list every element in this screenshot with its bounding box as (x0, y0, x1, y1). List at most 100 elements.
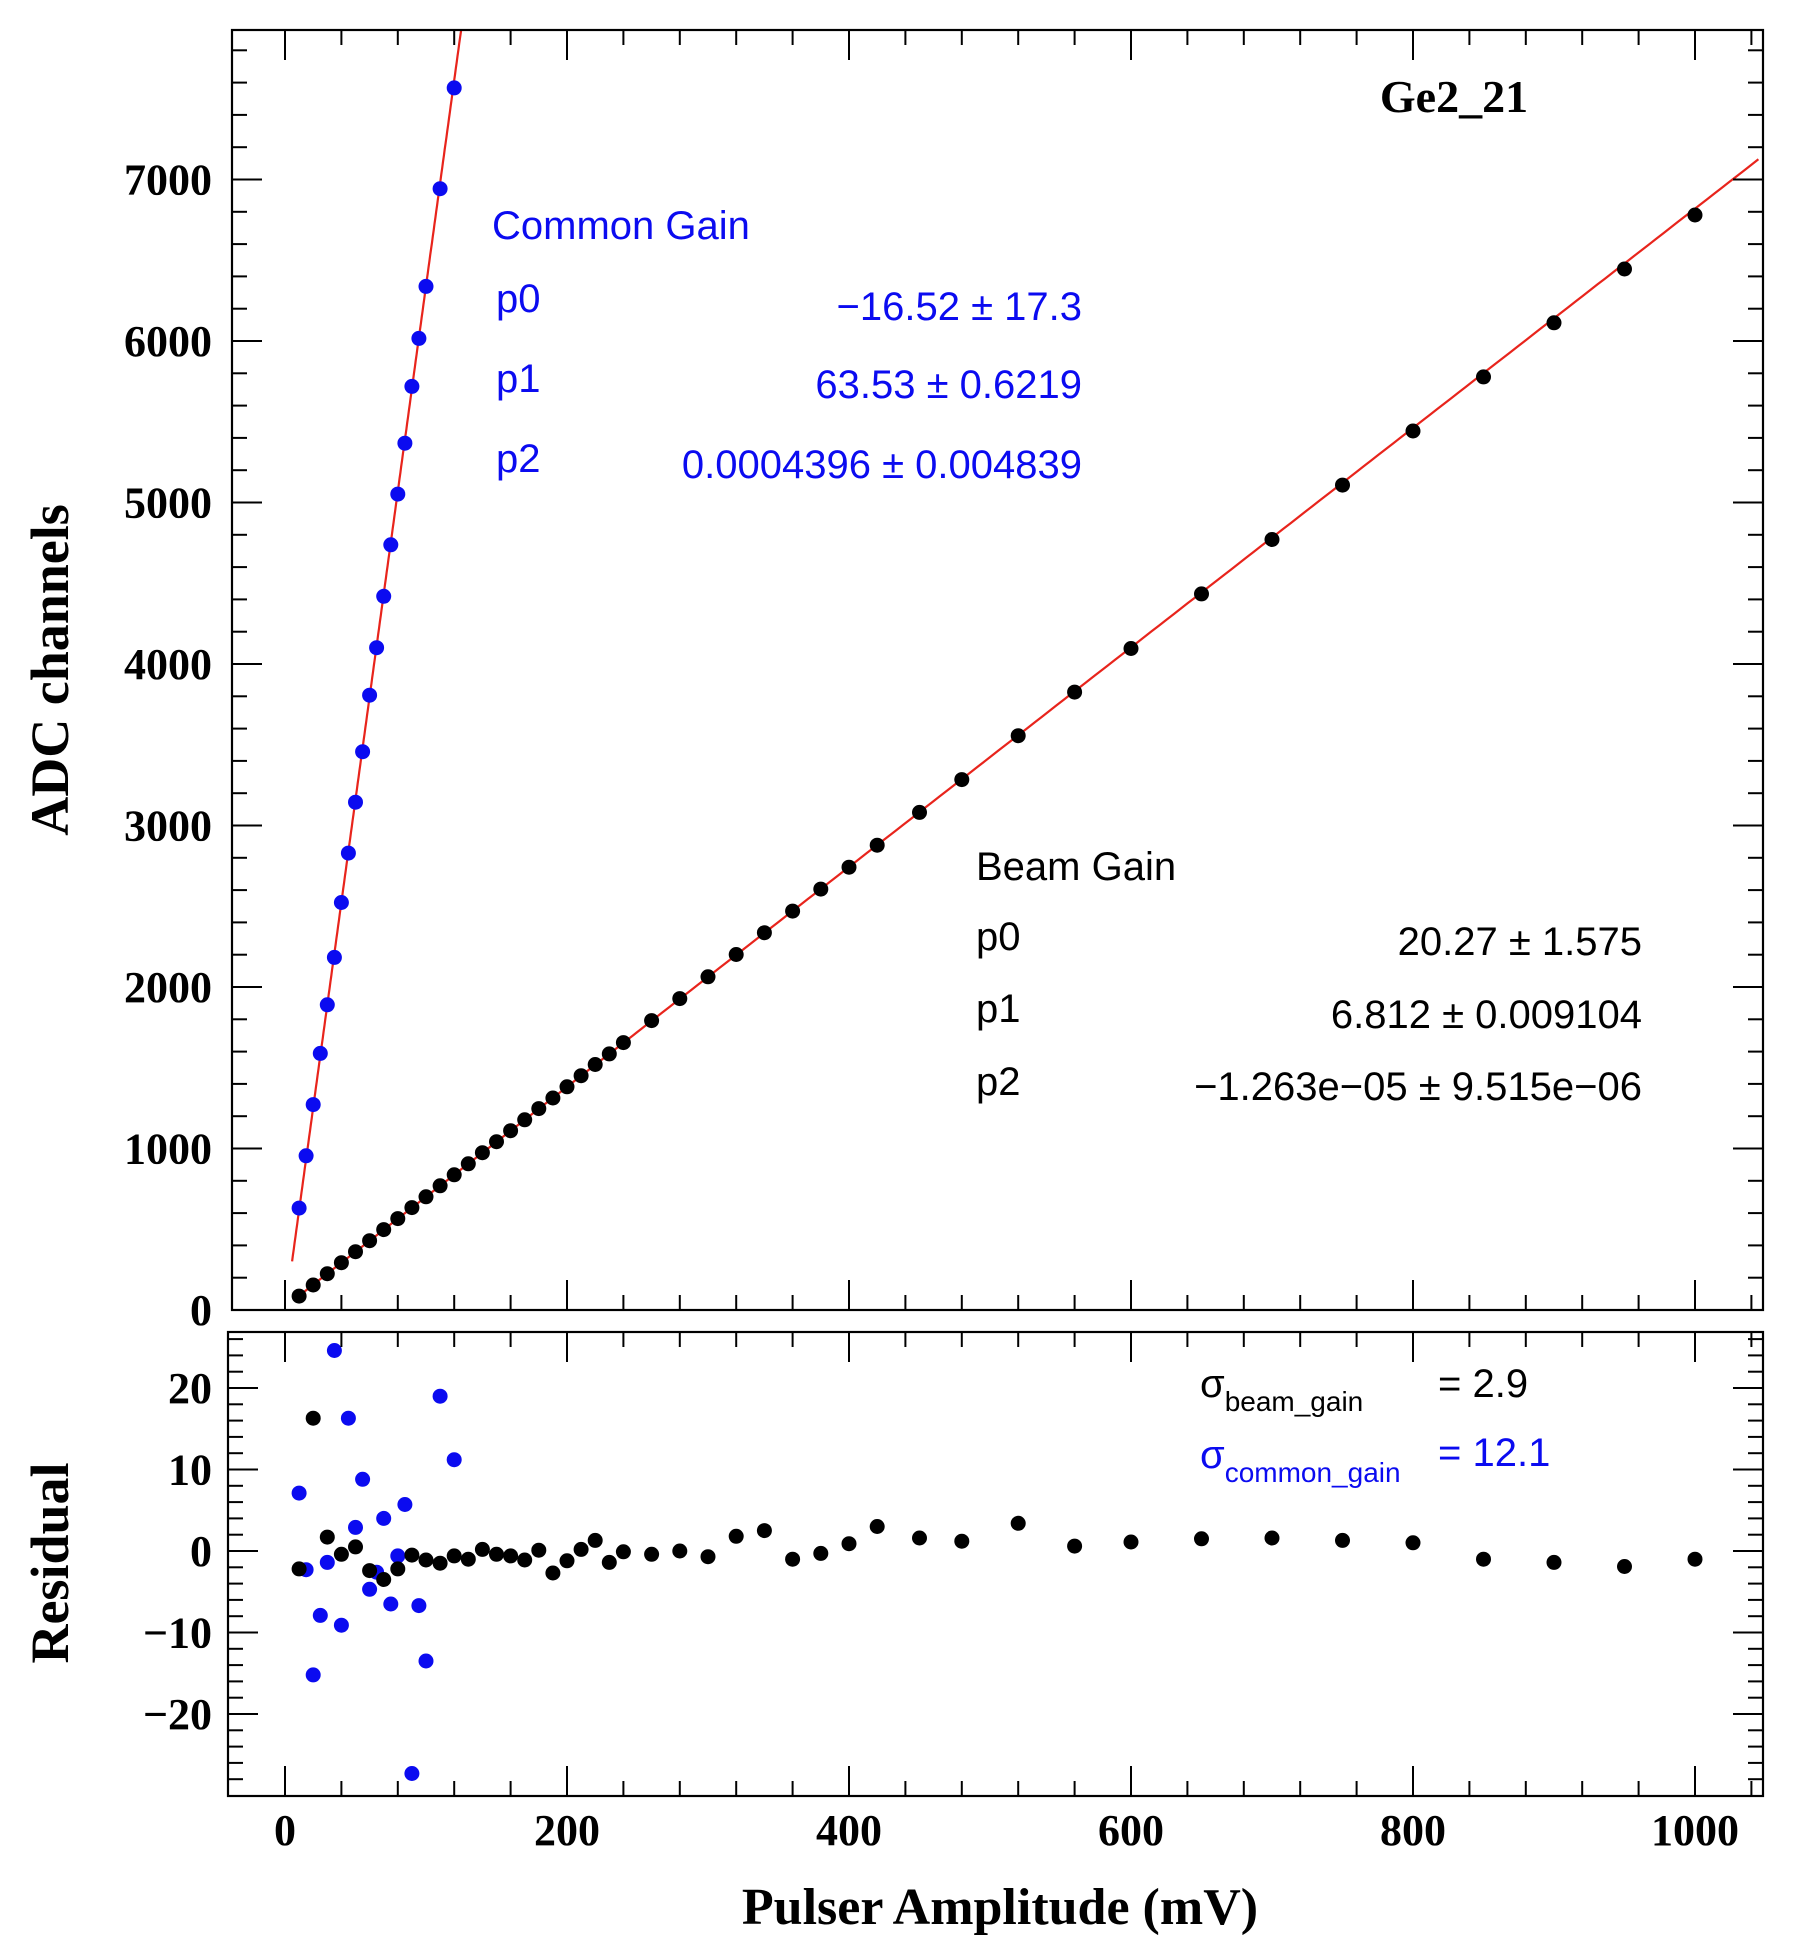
residual-y-tick-label: 20 (168, 1364, 212, 1413)
beam-residual-point (418, 1552, 434, 1568)
common-gain-point (411, 330, 427, 346)
x-tick-label: 1000 (1651, 1806, 1739, 1855)
sigma-beam-subscript: beam_gain (1225, 1386, 1364, 1417)
beam-residual-point (1264, 1530, 1280, 1546)
y-tick-label: 1000 (124, 1125, 212, 1174)
beam-gain-point (390, 1211, 406, 1227)
beam-residual-point (319, 1529, 335, 1545)
sigma-common-value: = 12.1 (1438, 1431, 1550, 1475)
common-residual-point (418, 1653, 434, 1669)
common-residual-point (312, 1607, 328, 1623)
sigma-common-label: σcommon_gain (1200, 1433, 1401, 1488)
common-residual-point (348, 1519, 363, 1535)
residual-y-tick-label: 10 (168, 1446, 212, 1495)
sigma-beam-value: = 2.9 (1438, 1362, 1528, 1406)
beam-residual-point (756, 1523, 772, 1539)
common-gain-point (390, 486, 406, 502)
common-residual-point (411, 1598, 427, 1614)
common-gain-point (340, 845, 356, 861)
residual-plot-frame (226, 1330, 1765, 1798)
residual-points (291, 1343, 1703, 1781)
common-residual-point (390, 1548, 406, 1564)
calibration-panel: 0 1000 2000 3000 4000 5000 6000 7000 Ge2_21 ADC… (20, 28, 1765, 1335)
common-p2-name: p2 (496, 437, 541, 481)
beam-residual-point (1476, 1551, 1491, 1567)
beam-residual-point (1067, 1538, 1083, 1554)
beam-gain-point (559, 1079, 575, 1095)
residual-y-tick-label: −20 (143, 1690, 212, 1739)
beam-gain-point (1617, 261, 1632, 277)
beam-gain-point (432, 1178, 448, 1194)
beam-gain-point (644, 1013, 660, 1029)
beam-residual-point (1546, 1554, 1562, 1570)
beam-gain-point (601, 1046, 617, 1062)
beam-gain-header: Beam Gain (976, 845, 1176, 889)
y-axis-label: ADC channels (20, 504, 80, 836)
sigma-common-symbol: σ (1200, 1433, 1225, 1477)
y-tick-label: 4000 (124, 640, 212, 689)
beam-gain-point (615, 1035, 631, 1051)
common-residual-point (305, 1667, 321, 1683)
beam-residual-point (503, 1548, 519, 1564)
beam-residual-point (912, 1530, 927, 1546)
x-tick-label: 600 (1098, 1806, 1164, 1855)
beam-gain-point (700, 969, 716, 985)
common-residual-point (333, 1617, 349, 1633)
beam-p1-name: p1 (976, 987, 1021, 1031)
beam-p2-value: −1.263e−05 ± 9.515e−06 (1194, 1065, 1642, 1109)
beam-gain-point (1264, 532, 1280, 547)
beam-gain-point (305, 1277, 321, 1293)
x-tick-label: 200 (534, 1806, 600, 1855)
common-residual-point (397, 1497, 413, 1512)
common-p0-value: −16.52 ± 17.3 (837, 285, 1083, 329)
y-tick-label: 5000 (124, 479, 212, 528)
beam-gain-point (348, 1244, 363, 1260)
beam-gain-point (573, 1068, 589, 1084)
beam-gain-point (545, 1090, 561, 1106)
common-residual-point (432, 1388, 448, 1404)
common-residual-point (404, 1766, 420, 1781)
beam-residual-point (517, 1552, 533, 1568)
beam-gain-point (1687, 207, 1703, 223)
beam-gain-point (404, 1200, 420, 1216)
beam-residual-point (1335, 1532, 1350, 1548)
data-points (291, 80, 1703, 1304)
common-gain-point (326, 949, 342, 965)
common-gain-point (348, 794, 363, 810)
common-gain-header: Common Gain (492, 204, 750, 248)
beam-gain-point (1194, 586, 1209, 602)
beam-gain-point (869, 837, 885, 853)
beam-gain-point (672, 991, 688, 1007)
beam-gain-point (1067, 684, 1083, 700)
beam-residual-point (333, 1546, 349, 1562)
beam-residual-point (390, 1561, 406, 1577)
beam-residual-point (446, 1548, 462, 1564)
beam-gain-point (841, 859, 857, 875)
beam-gain-point (460, 1156, 476, 1172)
x-tick-label: 0 (274, 1806, 296, 1855)
common-gain-point (418, 278, 434, 294)
beam-gain-point (728, 947, 744, 962)
common-gain-point (383, 537, 399, 553)
beam-gain-point (517, 1112, 533, 1128)
common-gain-point (362, 687, 378, 703)
beam-gain-point (785, 903, 801, 919)
common-residual-point (355, 1471, 371, 1487)
beam-residual-point (615, 1544, 631, 1560)
beam-gain-point (1335, 477, 1350, 493)
common-gain-point (397, 435, 413, 451)
beam-gain-point (1546, 315, 1562, 331)
beam-gain-point (333, 1255, 349, 1271)
beam-residual-point (404, 1547, 420, 1563)
y-tick-label: 7000 (124, 156, 212, 205)
beam-residual-point (1617, 1559, 1632, 1574)
residual-y-axis-label: Residual (20, 1462, 80, 1663)
common-gain-point (355, 744, 371, 760)
beam-gain-point (319, 1266, 335, 1282)
beam-residual-point (813, 1545, 829, 1561)
common-gain-point (369, 640, 385, 656)
beam-gain-point (418, 1189, 434, 1205)
common-gain-point (312, 1045, 328, 1061)
beam-p0-name: p0 (976, 915, 1021, 959)
